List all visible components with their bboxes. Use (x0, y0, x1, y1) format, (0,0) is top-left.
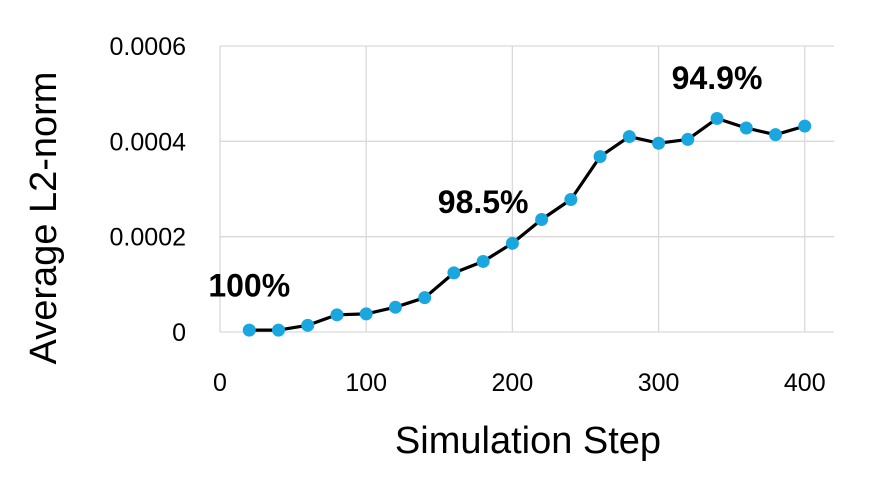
x-tick-label: 100 (345, 369, 387, 397)
data-point (652, 136, 666, 150)
x-tick-labels: 0 100 200 300 400 (213, 369, 826, 397)
y-axis-title: Average L2-norm (23, 72, 65, 365)
data-point (739, 121, 753, 135)
data-points (242, 111, 812, 337)
data-point (476, 254, 490, 268)
data-point (593, 150, 607, 164)
x-tick-label: 200 (492, 369, 534, 397)
data-point (330, 308, 344, 322)
annotation-label: 94.9% (672, 60, 763, 96)
data-point (301, 318, 315, 332)
data-point (242, 323, 256, 337)
data-point (418, 291, 432, 305)
data-point (535, 213, 549, 227)
annotation-label: 100% (208, 267, 290, 303)
y-tick-label: 0.0002 (110, 224, 186, 252)
data-point (271, 323, 285, 337)
y-tick-label: 0 (172, 319, 186, 347)
data-point (769, 128, 783, 142)
x-axis-title: Simulation Step (395, 420, 661, 462)
series-line-layer (249, 116, 806, 332)
y-tick-label: 0.0006 (110, 33, 186, 61)
x-tick-label: 400 (784, 369, 826, 397)
annotations: 100% 98.5% 94.9% (208, 60, 762, 303)
annotation-label: 98.5% (438, 184, 529, 220)
grid-lines (219, 45, 834, 333)
data-point (359, 307, 373, 321)
x-tick-label: 0 (213, 369, 227, 397)
y-tick-label: 0.0004 (110, 128, 187, 156)
series-line (249, 116, 806, 332)
data-point (798, 119, 812, 133)
data-point (505, 236, 519, 250)
data-point (388, 300, 402, 314)
data-point (564, 192, 578, 206)
data-point (681, 132, 695, 146)
y-tick-labels: 0 0.0002 0.0004 0.0006 (110, 33, 187, 347)
data-point (710, 111, 724, 125)
data-point (622, 130, 636, 144)
data-point (447, 266, 461, 280)
x-tick-label: 300 (638, 369, 680, 397)
